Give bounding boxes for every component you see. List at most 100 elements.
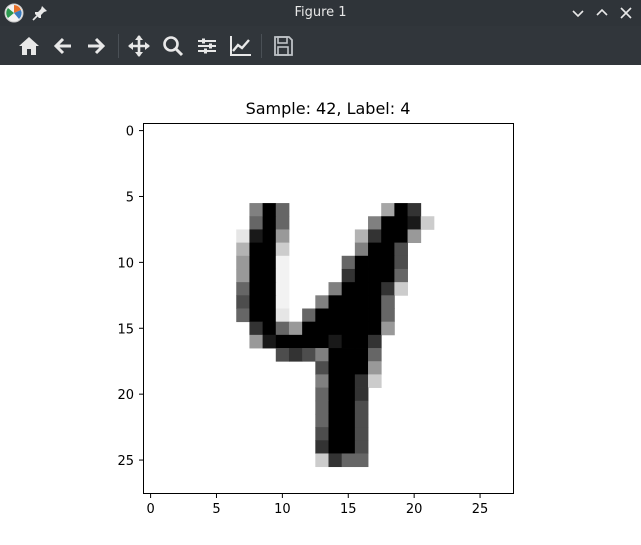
image-pixel bbox=[315, 334, 329, 349]
zoom-icon[interactable] bbox=[159, 32, 187, 60]
image-pixel bbox=[315, 361, 329, 375]
app-icon[interactable] bbox=[4, 3, 24, 23]
image-pixel bbox=[302, 334, 316, 349]
image-pixel bbox=[354, 453, 369, 468]
save-icon[interactable] bbox=[269, 32, 297, 60]
image-pixel bbox=[381, 229, 395, 244]
image-plot[interactable]: Sample: 42, Label: 4 0 5 10 15 20 25 0 5 10 15 20… bbox=[0, 65, 641, 545]
image-pixel bbox=[341, 413, 356, 428]
image-pixel bbox=[394, 242, 408, 257]
image-pixel bbox=[249, 268, 264, 283]
image-pixel bbox=[341, 440, 356, 454]
image-pixel bbox=[262, 268, 277, 283]
image-pixel bbox=[354, 400, 369, 415]
image-pixel bbox=[354, 255, 369, 270]
image-pixel bbox=[368, 334, 382, 349]
image-pixel bbox=[275, 268, 290, 283]
image-pixel bbox=[262, 308, 277, 323]
axes-frame bbox=[143, 123, 514, 494]
image-pixel bbox=[249, 308, 264, 323]
image-pixel bbox=[394, 229, 408, 244]
image-pixel bbox=[394, 255, 408, 270]
image-pixel bbox=[315, 374, 329, 388]
window-title: Figure 1 bbox=[294, 5, 347, 20]
image-pixel bbox=[249, 229, 264, 244]
image-pixel bbox=[354, 334, 369, 349]
image-pixel bbox=[381, 268, 395, 283]
image-pixel bbox=[368, 242, 382, 257]
image-pixel bbox=[275, 295, 290, 309]
image-pixel bbox=[341, 255, 356, 270]
image-pixel bbox=[315, 348, 329, 362]
image-pixel bbox=[328, 308, 343, 323]
figure-canvas[interactable]: Sample: 42, Label: 4 0 5 10 15 20 25 0 5 10 15 20… bbox=[0, 65, 641, 545]
image-pixel bbox=[275, 334, 290, 349]
image-pixel bbox=[354, 413, 369, 428]
x-tick-label: 15 bbox=[340, 502, 357, 517]
image-pixel bbox=[315, 308, 329, 323]
image-pixel bbox=[249, 295, 264, 309]
y-tick-label: 0 bbox=[126, 125, 134, 140]
navigation-toolbar bbox=[0, 26, 641, 65]
back-arrow-icon[interactable] bbox=[49, 32, 77, 60]
edit-axes-icon[interactable] bbox=[227, 32, 255, 60]
image-pixel bbox=[407, 216, 422, 230]
pin-icon[interactable] bbox=[30, 3, 50, 23]
image-pixel bbox=[328, 282, 343, 296]
image-pixel bbox=[341, 282, 356, 296]
image-pixel bbox=[315, 413, 329, 428]
close-icon[interactable] bbox=[616, 3, 636, 23]
image-pixel bbox=[381, 308, 395, 323]
image-pixel bbox=[249, 321, 264, 336]
image-pixel bbox=[275, 321, 290, 336]
image-pixel bbox=[262, 203, 277, 217]
image-pixel bbox=[236, 268, 250, 283]
chevron-down-icon[interactable] bbox=[568, 3, 588, 23]
image-pixel bbox=[315, 453, 329, 468]
image-pixel bbox=[275, 216, 290, 230]
forward-arrow-icon[interactable] bbox=[82, 32, 110, 60]
image-pixel bbox=[328, 440, 343, 454]
image-pixel bbox=[262, 216, 277, 230]
image-pixel bbox=[262, 255, 277, 270]
image-pixel bbox=[381, 255, 395, 270]
image-pixel bbox=[341, 400, 356, 415]
image-pixel bbox=[341, 268, 356, 283]
image-pixel bbox=[341, 308, 356, 323]
y-tick-label: 10 bbox=[117, 256, 134, 271]
image-pixel bbox=[354, 348, 369, 362]
image-pixel bbox=[275, 308, 290, 323]
image-pixel bbox=[381, 203, 395, 217]
image-pixel bbox=[407, 203, 422, 217]
image-pixel bbox=[236, 229, 250, 244]
image-pixel bbox=[368, 268, 382, 283]
configure-subplots-icon[interactable] bbox=[193, 32, 221, 60]
image-pixel bbox=[381, 216, 395, 230]
x-tick-label: 0 bbox=[146, 502, 154, 517]
home-icon[interactable] bbox=[15, 32, 43, 60]
image-pixel bbox=[262, 321, 277, 336]
image-pixel bbox=[275, 203, 290, 217]
image-pixel bbox=[328, 295, 343, 309]
chevron-up-icon[interactable] bbox=[592, 3, 612, 23]
pixel-grid bbox=[236, 203, 435, 468]
image-pixel bbox=[315, 387, 329, 402]
y-tick-label: 15 bbox=[117, 322, 134, 337]
y-tick-label: 5 bbox=[126, 190, 134, 205]
image-pixel bbox=[354, 440, 369, 454]
pan-icon[interactable] bbox=[125, 32, 153, 60]
image-pixel bbox=[341, 427, 356, 441]
image-pixel bbox=[368, 255, 382, 270]
image-pixel bbox=[407, 229, 422, 244]
image-pixel bbox=[368, 361, 382, 375]
image-pixel bbox=[236, 282, 250, 296]
image-pixel bbox=[394, 203, 408, 217]
image-pixel bbox=[341, 295, 356, 309]
image-pixel bbox=[394, 268, 408, 283]
image-pixel bbox=[354, 295, 369, 309]
image-pixel bbox=[249, 282, 264, 296]
plot-title: Sample: 42, Label: 4 bbox=[246, 99, 411, 118]
image-pixel bbox=[236, 255, 250, 270]
image-pixel bbox=[288, 334, 303, 349]
image-pixel bbox=[288, 321, 303, 336]
